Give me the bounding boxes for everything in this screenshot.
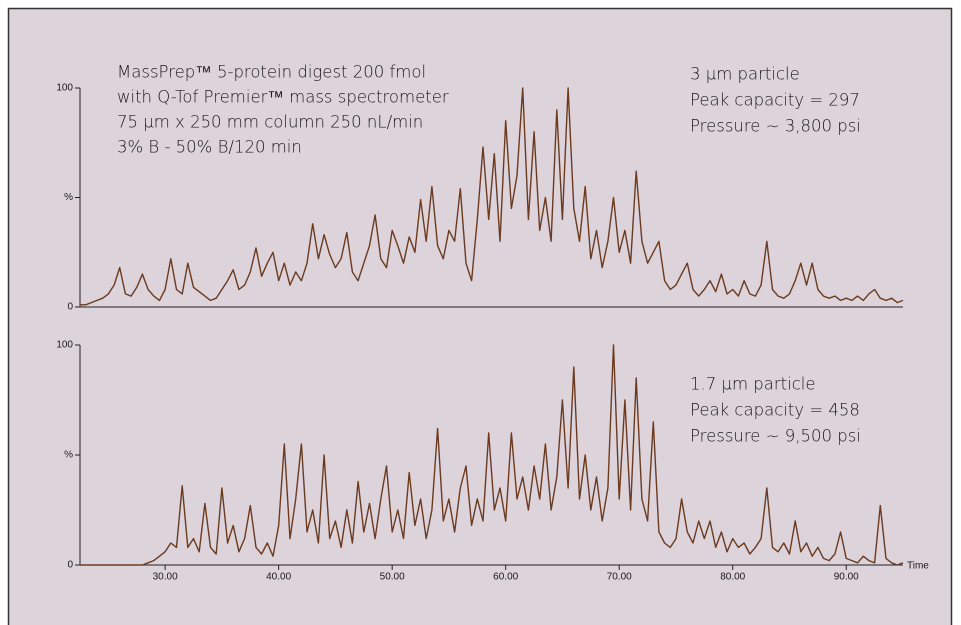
x-tick-label: 80.00 [720,572,745,583]
annotation: Pressure ~ 9,500 psi [690,427,861,446]
y-tick-label: % [64,450,73,461]
annotation: MassPrep™ 5-protein digest 200 fmol [117,63,426,82]
annotation: with Q-Tof Premier™ mass spectrometer [117,88,449,107]
x-tick-label: 30.00 [153,572,178,583]
x-tick-label: 90.00 [834,572,859,583]
annotation: 3 µm particle [690,65,800,84]
annotation: Peak capacity = 458 [690,401,860,420]
annotation: Pressure ~ 3,800 psi [690,117,861,136]
chromatogram-line [80,87,904,306]
x-tick-label: 60.00 [493,572,518,583]
x-tick-label: 40.00 [266,572,291,583]
y-tick-label: 100 [56,340,73,351]
annotation: Peak capacity = 297 [690,91,860,110]
x-axis-label: Time [907,561,929,572]
chromatogram-line [80,344,904,566]
y-tick-label: % [64,192,73,203]
annotation: 75 µm x 250 mm column 250 nL/min [117,113,423,132]
y-tick-label: 0 [67,560,73,571]
y-tick-label: 100 [56,83,73,94]
annotation: 3% B - 50% B/120 min [117,138,302,157]
x-tick-label: 50.00 [380,572,405,583]
y-tick-label: 0 [67,302,73,313]
x-tick-label: 70.00 [607,572,632,583]
annotation: 1.7 µm particle [690,375,816,394]
